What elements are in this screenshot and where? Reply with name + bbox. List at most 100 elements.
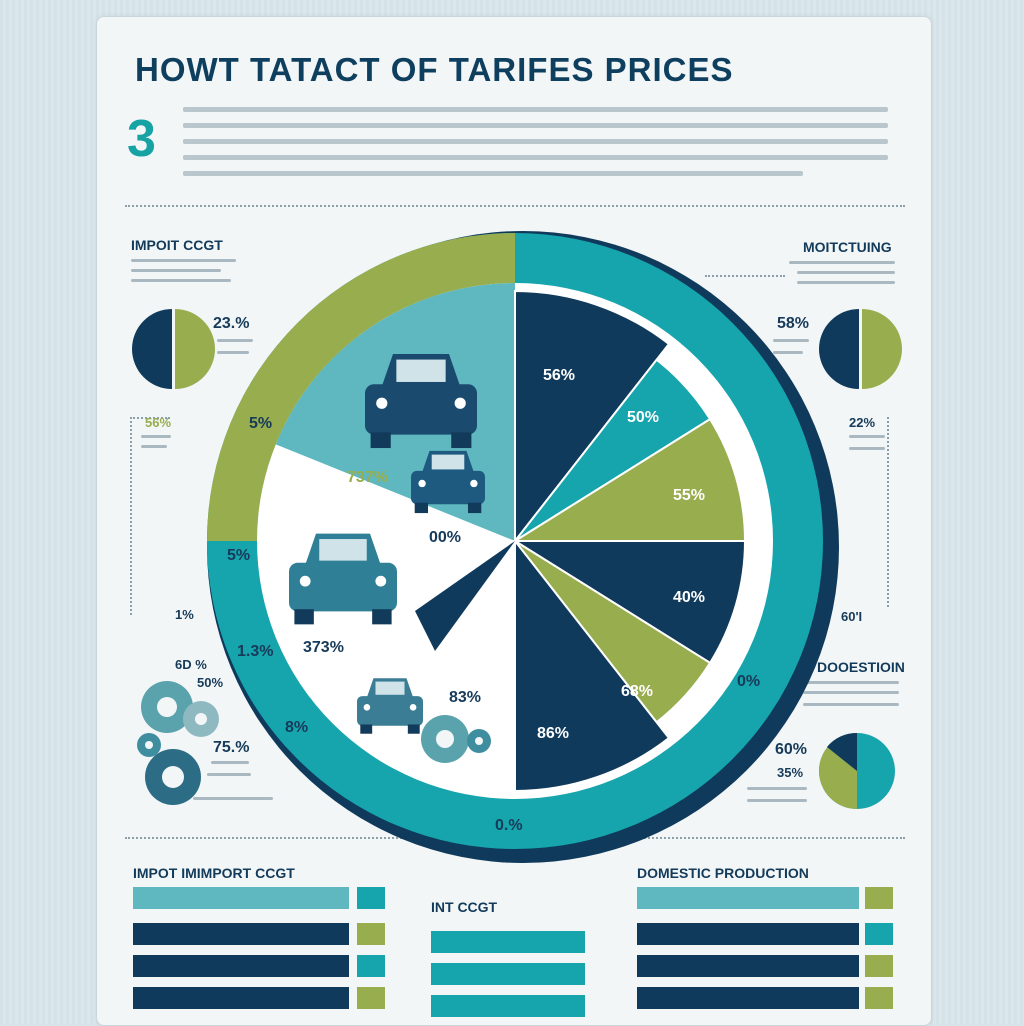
- import-donut: [132, 309, 215, 389]
- section-number: 3: [127, 110, 156, 168]
- pie-slice: [511, 540, 747, 665]
- car-window: [375, 681, 405, 695]
- left-pct-b: 50%: [197, 675, 224, 690]
- inner-label: 00%: [429, 529, 462, 546]
- left-box-edge-pct: 1%: [175, 607, 194, 622]
- bar-swatch: [357, 923, 385, 945]
- pie-slice: [415, 541, 515, 651]
- bar-swatch: [357, 987, 385, 1009]
- main-pie-chart: [207, 231, 839, 863]
- caption-line: [797, 281, 895, 284]
- infographic-card: HOWT TATACT OF TARIFES PRICES 3 IMPOIT C…: [96, 16, 932, 1026]
- gear-icon: [145, 749, 201, 805]
- car-light: [363, 704, 371, 711]
- bar: [133, 923, 349, 945]
- car-body: [289, 562, 397, 612]
- car-light: [409, 704, 417, 711]
- intro-paragraph-line: [183, 171, 803, 176]
- slice-label: 55%: [673, 487, 706, 504]
- slice-label: 86%: [537, 725, 570, 742]
- donut-slice: [827, 732, 857, 771]
- donut-slice: [132, 309, 172, 389]
- car-window: [319, 539, 367, 561]
- gear-icon: [141, 681, 193, 733]
- car-light: [418, 479, 426, 488]
- caption-line: [131, 269, 221, 272]
- ring-label: 0.%: [495, 817, 523, 834]
- donut-slice: [819, 309, 859, 389]
- car-wheel: [414, 502, 429, 514]
- pie-slice: [514, 538, 671, 793]
- car-wheel: [407, 724, 420, 734]
- intro-paragraph-line: [183, 107, 888, 112]
- inner-label: 83%: [449, 689, 482, 706]
- car-icon: [289, 533, 397, 625]
- caption-line: [803, 691, 899, 694]
- car-wheel: [467, 502, 482, 514]
- manufacturing-label: MOITCTUING: [803, 239, 892, 255]
- donut-slice: [862, 309, 902, 389]
- gear-icon: [183, 701, 219, 737]
- caption-line: [849, 435, 885, 438]
- box-border: [887, 417, 889, 607]
- domestic-label: DOOESTIOIN: [817, 659, 905, 675]
- caption-line: [789, 261, 895, 264]
- ring-label: 0%: [737, 673, 761, 690]
- bar-swatch: [865, 987, 893, 1009]
- divider: [125, 205, 905, 207]
- car-window: [396, 359, 446, 382]
- bar: [637, 923, 859, 945]
- caption-line: [141, 435, 171, 438]
- gear-icon: [467, 729, 491, 753]
- intro-paragraph-line: [183, 139, 888, 144]
- bar: [431, 931, 585, 953]
- bottom-import-label: IMPOT IMIMPORT CCGT: [133, 865, 295, 881]
- ring-label: 1.3%: [237, 643, 274, 660]
- slice-label: 50%: [627, 409, 660, 426]
- slice-label: 40%: [673, 589, 706, 606]
- car-window: [431, 454, 465, 470]
- import-donut-pct: 23.%: [213, 315, 250, 332]
- left-pct-c: 75.%: [213, 739, 250, 756]
- bar-swatch: [865, 923, 893, 945]
- caption-line: [849, 447, 885, 450]
- box-border: [130, 417, 170, 419]
- caption-line: [217, 339, 253, 342]
- car-light: [454, 397, 466, 409]
- intro-paragraph-line: [183, 155, 888, 160]
- box-border: [130, 417, 132, 615]
- car-wheel: [294, 609, 314, 625]
- car-body: [365, 384, 477, 435]
- donut-slice: [175, 309, 215, 389]
- left-box-pct: 56%: [145, 415, 172, 430]
- caption-line: [747, 787, 807, 790]
- pie-slice: [511, 417, 747, 542]
- domestic-donut: [819, 732, 895, 809]
- bottom-domestic-label: DOMESTIC PRODUCTION: [637, 865, 809, 881]
- bar: [133, 955, 349, 977]
- chart-canvas: [132, 231, 902, 1017]
- caption-line: [141, 445, 167, 448]
- car-icon: [365, 353, 477, 449]
- inner-label: 373%: [303, 639, 344, 656]
- car-light: [375, 575, 387, 587]
- bar: [431, 963, 585, 985]
- bar-swatch: [357, 887, 385, 909]
- domestic-pct-b: 35%: [777, 765, 804, 780]
- ring-label: 5%: [227, 547, 251, 564]
- caption-line: [803, 681, 899, 684]
- car-icon: [411, 450, 485, 514]
- bar-groups: [133, 887, 893, 1017]
- intro-paragraph-line: [183, 123, 888, 128]
- slice-label: 56%: [543, 367, 576, 384]
- caption-line: [803, 703, 899, 706]
- caption-line: [217, 351, 249, 354]
- caption-line: [773, 339, 809, 342]
- car-light: [376, 397, 388, 409]
- manufacturing-donut-pct: 58%: [777, 315, 810, 332]
- connector: [705, 275, 785, 277]
- car-wheel: [370, 432, 391, 449]
- caption-line: [797, 271, 895, 274]
- gear-icon: [421, 715, 469, 763]
- import-cost-label: IMPOIT CCGT: [131, 237, 223, 253]
